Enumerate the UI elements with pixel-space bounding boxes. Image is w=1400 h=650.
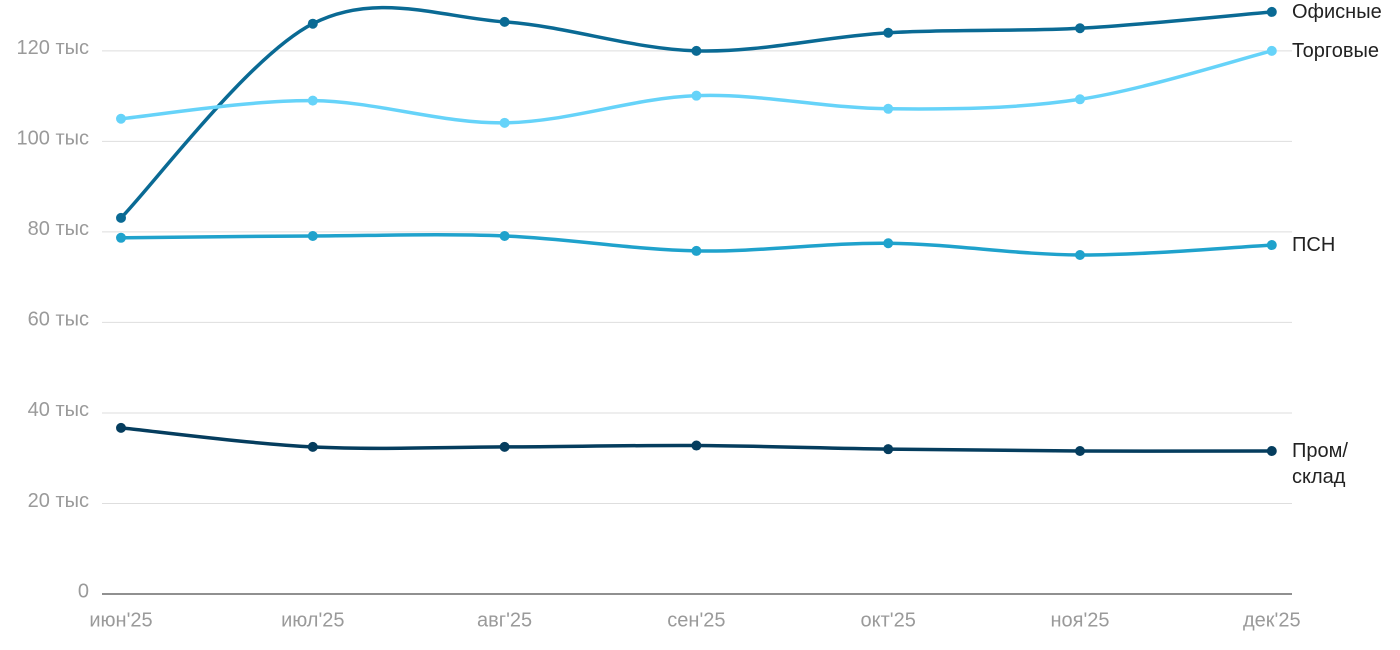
x-tick-label: сен'25 <box>667 609 725 631</box>
point <box>1266 445 1277 456</box>
series-line <box>120 49 1273 125</box>
point <box>307 95 318 106</box>
point <box>883 444 894 455</box>
point <box>1075 249 1085 260</box>
series-line <box>119 5 1272 220</box>
point <box>883 27 894 38</box>
x-tick-label: окт'25 <box>861 609 916 631</box>
point <box>1266 6 1277 17</box>
point <box>116 212 126 223</box>
point <box>307 18 318 29</box>
point <box>116 113 126 124</box>
x-tick-label: июн'25 <box>89 609 152 631</box>
point <box>499 117 510 128</box>
series-label: Офисные <box>1292 0 1382 23</box>
point <box>691 90 702 101</box>
x-tick-label: авг'25 <box>477 609 532 631</box>
point <box>499 441 510 452</box>
point <box>691 245 702 256</box>
y-tick-label: 120 тыс <box>17 37 89 59</box>
point <box>1075 445 1085 456</box>
y-tick-label: 100 тыс <box>17 128 89 150</box>
point <box>1266 240 1277 251</box>
point <box>1075 23 1085 34</box>
point <box>1266 45 1277 56</box>
y-tick-label: 40 тыс <box>28 399 89 421</box>
series-label: Пром/ склад <box>1292 439 1348 488</box>
point <box>883 103 894 114</box>
y-tick-label: 20 тыс <box>28 490 89 512</box>
x-tick-label: июл'25 <box>281 609 344 631</box>
y-tick-label: 80 тыс <box>28 218 89 240</box>
x-tick-label: ноя'25 <box>1050 609 1109 631</box>
y-tick-label: 0 <box>78 580 89 602</box>
y-tick-label: 60 тыс <box>28 309 89 331</box>
point <box>307 441 318 452</box>
point <box>116 422 126 433</box>
x-tick-label: дек'25 <box>1243 609 1301 631</box>
series-label: ПСН <box>1292 234 1336 257</box>
point <box>1075 94 1085 105</box>
point <box>499 16 510 27</box>
point <box>883 238 894 249</box>
point <box>116 232 126 243</box>
point <box>691 45 702 56</box>
point <box>691 440 702 451</box>
point <box>307 230 318 241</box>
series-label: Торговые <box>1292 39 1380 62</box>
point <box>499 230 510 241</box>
